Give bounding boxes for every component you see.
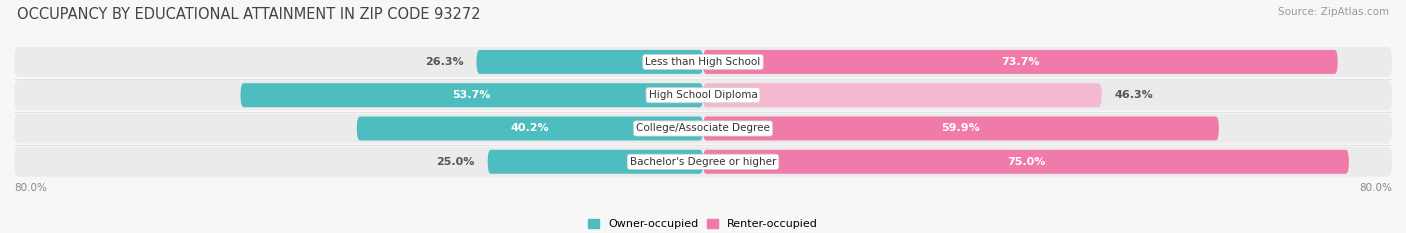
FancyBboxPatch shape [703, 150, 1348, 174]
FancyBboxPatch shape [14, 113, 1392, 144]
FancyBboxPatch shape [703, 83, 1102, 107]
Text: Source: ZipAtlas.com: Source: ZipAtlas.com [1278, 7, 1389, 17]
FancyBboxPatch shape [477, 50, 703, 74]
Text: 46.3%: 46.3% [1115, 90, 1153, 100]
Text: Less than High School: Less than High School [645, 57, 761, 67]
Legend: Owner-occupied, Renter-occupied: Owner-occupied, Renter-occupied [588, 219, 818, 229]
Text: OCCUPANCY BY EDUCATIONAL ATTAINMENT IN ZIP CODE 93272: OCCUPANCY BY EDUCATIONAL ATTAINMENT IN Z… [17, 7, 481, 22]
FancyBboxPatch shape [703, 50, 1337, 74]
Text: 75.0%: 75.0% [1007, 157, 1045, 167]
FancyBboxPatch shape [240, 83, 703, 107]
FancyBboxPatch shape [14, 80, 1392, 110]
Text: 73.7%: 73.7% [1001, 57, 1039, 67]
Text: 80.0%: 80.0% [14, 183, 46, 193]
FancyBboxPatch shape [14, 47, 1392, 77]
FancyBboxPatch shape [357, 116, 703, 140]
Text: 25.0%: 25.0% [436, 157, 475, 167]
Text: 40.2%: 40.2% [510, 123, 550, 134]
FancyBboxPatch shape [14, 147, 1392, 177]
Text: 53.7%: 53.7% [453, 90, 491, 100]
FancyBboxPatch shape [488, 150, 703, 174]
Text: Bachelor's Degree or higher: Bachelor's Degree or higher [630, 157, 776, 167]
Text: College/Associate Degree: College/Associate Degree [636, 123, 770, 134]
FancyBboxPatch shape [703, 116, 1219, 140]
Text: 26.3%: 26.3% [425, 57, 464, 67]
Text: 80.0%: 80.0% [1360, 183, 1392, 193]
Text: 59.9%: 59.9% [942, 123, 980, 134]
Text: High School Diploma: High School Diploma [648, 90, 758, 100]
